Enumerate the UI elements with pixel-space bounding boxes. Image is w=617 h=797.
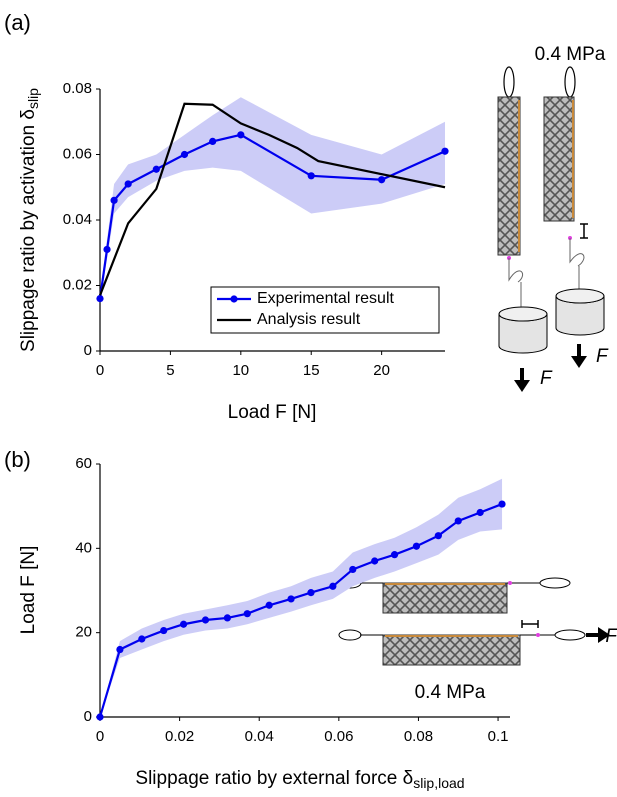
legend-marker: [230, 295, 238, 303]
data-point: [287, 595, 295, 603]
error-band: [100, 478, 503, 717]
annotation: F: [596, 346, 609, 367]
legend: Experimental result Analysis result: [210, 286, 440, 334]
data-point: [441, 147, 449, 155]
data-point: [160, 626, 168, 635]
data-point: [103, 245, 111, 254]
error-band: [100, 97, 445, 302]
annotation: 0.4 MPa: [415, 682, 486, 703]
x-tick-label: 0.06: [324, 728, 353, 745]
y-axis-label: Slippage ratio by activation δslip: [18, 88, 41, 352]
y-tick-label: 40: [75, 539, 92, 556]
data-point: [307, 172, 315, 180]
x-tick-label: 0.08: [404, 728, 433, 745]
schematic-a: 0.4 MPa F F: [497, 44, 609, 392]
schematic-b: F 0.4 MPa: [338, 577, 617, 703]
x-tick-label: 5: [166, 362, 174, 379]
data-point: [237, 131, 245, 139]
y-tick-label: 20: [75, 624, 92, 641]
y-tick-label: 60: [75, 455, 92, 472]
data-point: [201, 616, 210, 624]
data-point: [329, 582, 337, 590]
data-point: [349, 565, 357, 574]
legend-label: Analysis result: [257, 311, 361, 328]
x-tick-label: 0: [96, 728, 104, 745]
panel-label: (b): [4, 447, 31, 472]
annotation: F: [540, 368, 553, 389]
data-line: [98, 102, 446, 296]
y-tick-label: 0.08: [63, 80, 92, 97]
annotation: 0.4 MPa: [535, 44, 606, 65]
data-point: [96, 295, 104, 303]
x-tick-label: 0.02: [165, 728, 194, 745]
x-tick-label: 15: [303, 362, 320, 379]
data-point: [180, 150, 189, 159]
data-point: [265, 601, 273, 609]
data-point: [390, 551, 399, 559]
y-tick-label: 0: [84, 708, 92, 725]
y-tick-label: 0: [84, 342, 92, 359]
y-axis-label-text: Slippage ratio by activation δ: [18, 109, 39, 352]
y-axis-label-sub: slip: [25, 88, 41, 109]
data-point: [371, 557, 379, 565]
data-point: [243, 610, 251, 618]
data-point: [434, 532, 442, 540]
data-point: [138, 635, 146, 643]
y-axis-label: Load F [N]: [18, 546, 39, 635]
legend-label: Experimental result: [257, 290, 395, 307]
annotation: F: [605, 626, 617, 647]
data-point: [378, 176, 386, 184]
panel-label: (a): [4, 10, 31, 35]
data-point: [307, 589, 315, 597]
y-tick-label: 0.04: [63, 211, 92, 228]
data-point: [209, 137, 217, 145]
data-point: [110, 196, 118, 204]
data-point: [498, 500, 506, 508]
y-tick-label: 0.02: [63, 276, 92, 293]
x-tick-label: 10: [232, 362, 249, 379]
x-tick-label: 0: [96, 362, 104, 379]
data-point: [476, 508, 484, 517]
data-point: [96, 713, 104, 721]
x-tick-label: 0.1: [488, 728, 509, 745]
data-point: [454, 517, 462, 525]
x-tick-label: 20: [373, 362, 390, 379]
data-point: [116, 645, 124, 654]
legend-box: [210, 286, 440, 334]
data-point: [179, 620, 188, 628]
data-point: [152, 165, 160, 173]
x-axis-label-text: Slippage ratio by external force δ: [135, 768, 413, 789]
x-axis-label: Slippage ratio by external force δslip,l…: [135, 768, 464, 791]
data-point: [124, 180, 132, 188]
y-tick-label: 0.06: [63, 145, 92, 162]
x-axis-label: Load F [N]: [228, 402, 317, 423]
x-axis-label-sub: slip,load: [413, 775, 464, 791]
data-point: [223, 614, 231, 622]
data-point: [412, 542, 421, 550]
x-tick-label: 0.04: [245, 728, 274, 745]
